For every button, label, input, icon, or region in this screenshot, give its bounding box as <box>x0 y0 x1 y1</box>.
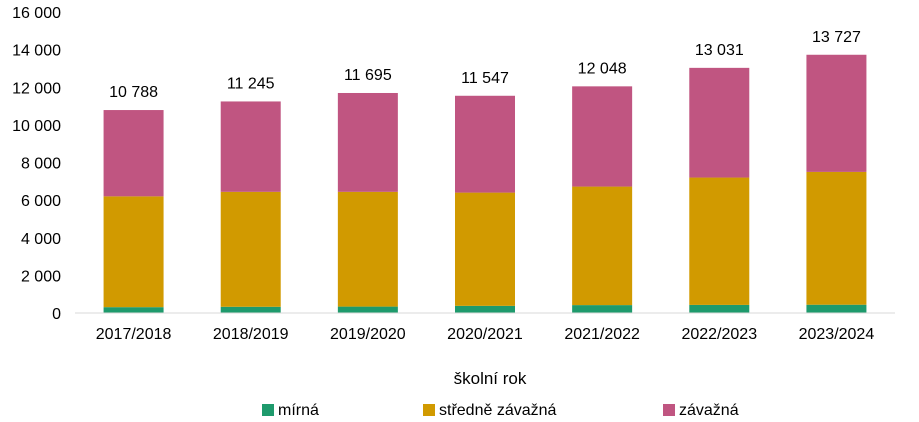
y-tick-label: 8 000 <box>21 156 61 173</box>
bar-segment-2 <box>806 171 867 305</box>
y-tick-label: 14 000 <box>12 43 61 60</box>
bar-segment-3 <box>220 101 281 192</box>
bar-segment-1 <box>455 305 515 313</box>
x-tick-label: 2023/2024 <box>799 326 875 343</box>
legend: mírná středně závažná závažná <box>262 402 739 419</box>
bar-segment-2 <box>572 186 633 306</box>
x-tick-label: 2021/2022 <box>564 326 640 343</box>
legend-label: závažná <box>679 402 739 419</box>
legend-label: středně závažná <box>439 402 557 419</box>
y-axis: 0 2 000 4 000 6 000 8 000 10 000 12 000 14 000 1… <box>12 5 61 323</box>
bar-segment-2 <box>103 196 164 308</box>
bar-segment-1 <box>806 304 867 313</box>
bar-segment-2 <box>337 191 398 307</box>
bar-segment-1 <box>337 306 398 313</box>
bar-segment-3 <box>689 67 750 178</box>
legend-swatch <box>262 404 274 416</box>
bar-segment-1 <box>572 305 633 313</box>
total-data-label: 12 048 <box>578 60 627 77</box>
total-data-label: 11 245 <box>227 75 275 92</box>
y-tick-label: 16 000 <box>12 5 61 22</box>
legend-label: mírná <box>278 402 319 419</box>
y-tick-label: 2 000 <box>21 268 61 285</box>
legend-swatch <box>423 404 435 416</box>
x-tick-label: 2018/2019 <box>213 326 289 343</box>
y-tick-label: 12 000 <box>12 80 61 97</box>
bar-segment-3 <box>455 95 515 193</box>
bar-segment-3 <box>806 54 867 172</box>
total-data-label: 10 788 <box>109 84 158 101</box>
x-axis-title: školní rok <box>454 369 527 388</box>
total-data-label: 11 695 <box>344 67 392 84</box>
y-tick-label: 10 000 <box>12 118 61 135</box>
x-axis: 2017/2018 2018/2019 2019/2020 2020/2021 2021… <box>75 312 895 343</box>
y-tick-label: 4 000 <box>21 231 61 248</box>
bar-segment-2 <box>689 177 750 305</box>
bar-segment-1 <box>689 304 750 313</box>
total-data-label: 11 547 <box>461 70 509 87</box>
bar-segment-1 <box>220 306 281 313</box>
bar-segment-1 <box>103 307 164 313</box>
y-tick-label: 0 <box>52 306 61 323</box>
total-data-label: 13 727 <box>812 29 861 46</box>
bar-segment-3 <box>103 110 164 197</box>
x-tick-label: 2019/2020 <box>330 326 406 343</box>
x-tick-label: 2017/2018 <box>96 326 172 343</box>
y-tick-label: 6 000 <box>21 193 61 210</box>
x-tick-label: 2022/2023 <box>681 326 757 343</box>
bar-segment-3 <box>337 92 398 192</box>
x-tick-label: 2020/2021 <box>447 326 523 343</box>
bar-segment-3 <box>572 86 633 187</box>
legend-swatch <box>663 404 675 416</box>
bar-segment-2 <box>455 192 515 306</box>
total-data-label: 13 031 <box>695 42 744 59</box>
bars: 10 788 11 245 11 695 11 547 12 048 13 031 13 7… <box>103 29 867 313</box>
bar-segment-2 <box>220 191 281 307</box>
